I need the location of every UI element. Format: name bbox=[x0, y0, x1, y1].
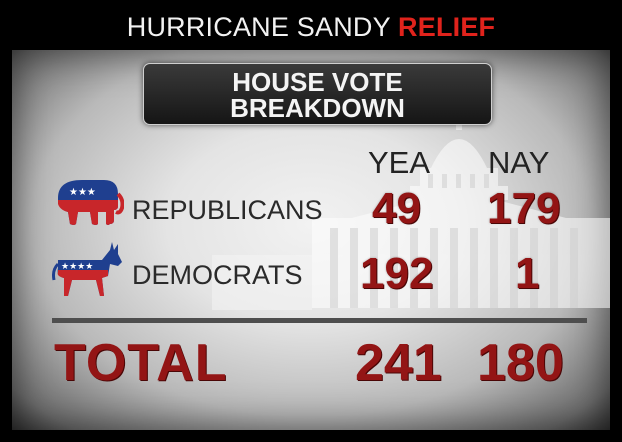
header-title: HURRICANE SANDY RELIEF bbox=[0, 0, 622, 50]
democrats-yea-count: 192 bbox=[360, 249, 434, 298]
svg-text:★★★★: ★★★★ bbox=[61, 262, 93, 272]
column-header-nay: NAY bbox=[488, 145, 550, 180]
header-title-accent: RELIEF bbox=[398, 12, 496, 42]
house-vote-breakdown-box: HOUSE VOTE BREAKDOWN bbox=[143, 63, 492, 125]
column-header-yea: YEA bbox=[368, 145, 431, 180]
republicans-nay-count: 179 bbox=[487, 184, 561, 233]
svg-text:★★★: ★★★ bbox=[69, 187, 96, 198]
total-yea-count: 241 bbox=[355, 334, 442, 392]
header-title-main: HURRICANE SANDY bbox=[126, 12, 391, 42]
total-label: TOTAL bbox=[54, 334, 228, 392]
vote-panel: HOUSE VOTE BREAKDOWN YEA NAY ★★★ REPUBLI… bbox=[12, 50, 610, 430]
row-label-democrats: DEMOCRATS bbox=[132, 260, 303, 290]
row-label-republicans: REPUBLICANS bbox=[132, 195, 323, 225]
titlebox-line2: BREAKDOWN bbox=[230, 93, 405, 123]
democrats-nay-count: 1 bbox=[515, 249, 540, 298]
total-nay-count: 180 bbox=[477, 334, 564, 392]
democratic-donkey-icon: ★★★★ bbox=[52, 242, 122, 296]
total-divider bbox=[52, 318, 587, 323]
republican-elephant-icon: ★★★ bbox=[58, 180, 124, 225]
republicans-yea-count: 49 bbox=[372, 184, 421, 233]
titlebox-line1: HOUSE VOTE bbox=[232, 67, 403, 97]
capitol-building-background bbox=[212, 110, 610, 310]
